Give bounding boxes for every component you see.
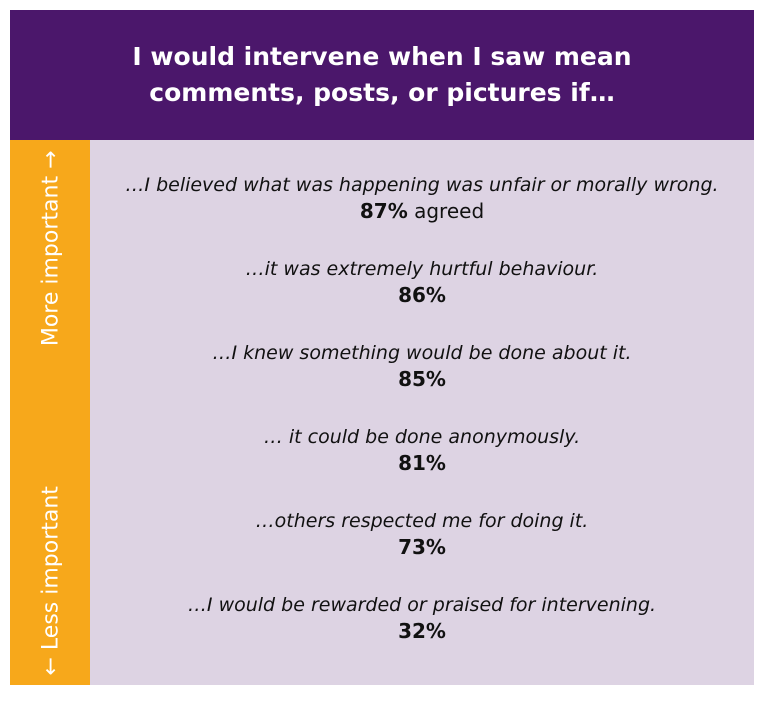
statement: …others respected me for doing it.	[255, 510, 589, 532]
importance-bar: ← Less important More important →	[10, 140, 90, 685]
item: … it could be done anonymously. 81%	[90, 424, 754, 508]
result: 85%	[90, 366, 754, 392]
result: 86%	[90, 282, 754, 308]
percentage: 85%	[398, 367, 446, 391]
percentage: 86%	[398, 283, 446, 307]
more-important-label: More important →	[37, 150, 63, 346]
percentage: 81%	[398, 451, 446, 475]
result: 32%	[90, 618, 754, 644]
header: I would intervene when I saw mean commen…	[10, 10, 754, 140]
statement: … it could be done anonymously.	[263, 426, 581, 448]
statement: …I believed what was happening was unfai…	[125, 174, 719, 196]
item: …others respected me for doing it. 73%	[90, 508, 754, 592]
statement: …it was extremely hurtful behaviour.	[245, 258, 599, 280]
result: 81%	[90, 450, 754, 476]
item: …I knew something would be done about it…	[90, 340, 754, 424]
item: …I believed what was happening was unfai…	[90, 172, 754, 256]
infographic: I would intervene when I saw mean commen…	[10, 10, 754, 685]
statement: …I would be rewarded or praised for inte…	[187, 594, 657, 616]
result-note: agreed	[414, 199, 485, 223]
less-important-label: ← Less important	[37, 485, 63, 675]
statement: …I knew something would be done about it…	[212, 342, 632, 364]
result: 73%	[90, 534, 754, 560]
percentage: 73%	[398, 535, 446, 559]
title: I would intervene when I saw mean commen…	[132, 42, 632, 107]
result: 87% agreed	[90, 198, 754, 224]
item: …I would be rewarded or praised for inte…	[90, 592, 754, 676]
percentage: 32%	[398, 619, 446, 643]
item-list: …I believed what was happening was unfai…	[90, 172, 754, 676]
importance-labels: ← Less important More important →	[10, 140, 90, 685]
item: …it was extremely hurtful behaviour. 86%	[90, 256, 754, 340]
percentage: 87%	[359, 199, 408, 223]
